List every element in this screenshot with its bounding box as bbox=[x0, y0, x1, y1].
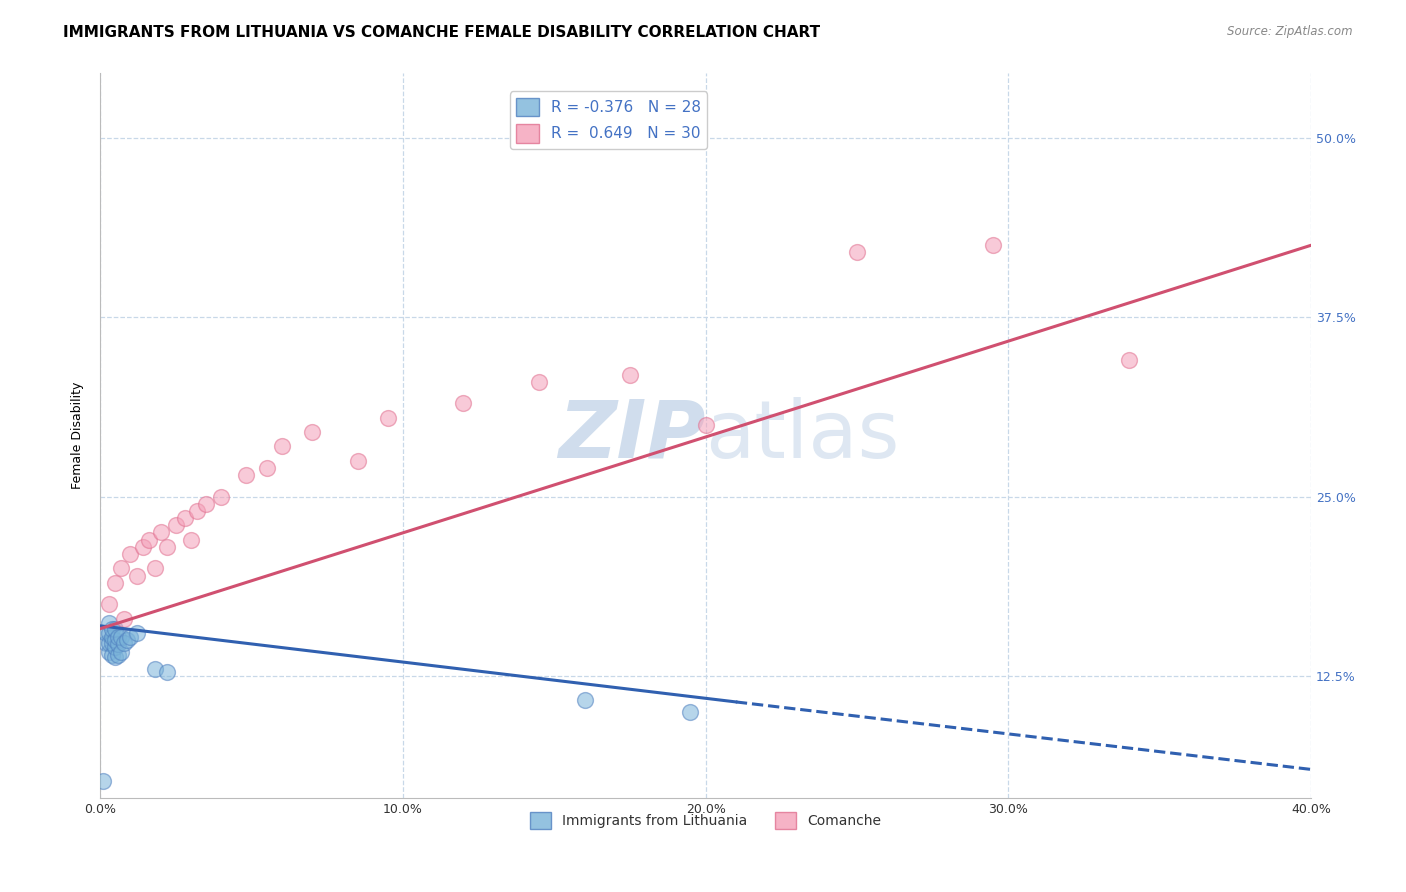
Point bbox=[149, 525, 172, 540]
Point bbox=[98, 636, 121, 650]
Point bbox=[679, 705, 702, 719]
Point bbox=[377, 410, 399, 425]
Point bbox=[107, 648, 129, 662]
Point bbox=[619, 368, 641, 382]
Point bbox=[104, 640, 127, 655]
Text: IMMIGRANTS FROM LITHUANIA VS COMANCHE FEMALE DISABILITY CORRELATION CHART: IMMIGRANTS FROM LITHUANIA VS COMANCHE FE… bbox=[63, 25, 820, 40]
Point bbox=[209, 490, 232, 504]
Point bbox=[112, 612, 135, 626]
Point bbox=[186, 504, 208, 518]
Point bbox=[695, 417, 717, 432]
Point bbox=[180, 533, 202, 547]
Point bbox=[120, 547, 142, 561]
Point bbox=[101, 636, 124, 650]
Text: atlas: atlas bbox=[706, 397, 900, 475]
Point bbox=[256, 461, 278, 475]
Point bbox=[104, 633, 127, 648]
Point bbox=[117, 633, 139, 648]
Point bbox=[110, 630, 132, 644]
Point bbox=[301, 425, 323, 439]
Point bbox=[101, 622, 124, 636]
Point bbox=[165, 518, 187, 533]
Point bbox=[156, 665, 179, 679]
Point bbox=[143, 561, 166, 575]
Point bbox=[527, 375, 550, 389]
Point bbox=[845, 245, 868, 260]
Point bbox=[125, 568, 148, 582]
Point bbox=[174, 511, 197, 525]
Legend: Immigrants from Lithuania, Comanche: Immigrants from Lithuania, Comanche bbox=[524, 806, 887, 835]
Point bbox=[120, 630, 142, 644]
Point bbox=[156, 540, 179, 554]
Point bbox=[112, 636, 135, 650]
Point bbox=[453, 396, 475, 410]
Point bbox=[96, 626, 118, 640]
Text: ZIP: ZIP bbox=[558, 397, 706, 475]
Text: Source: ZipAtlas.com: Source: ZipAtlas.com bbox=[1227, 25, 1353, 38]
Point bbox=[981, 238, 1004, 252]
Point bbox=[143, 662, 166, 676]
Point bbox=[346, 453, 368, 467]
Point bbox=[1118, 353, 1140, 368]
Point bbox=[270, 439, 292, 453]
Point bbox=[101, 630, 124, 644]
Point bbox=[110, 645, 132, 659]
Point bbox=[104, 650, 127, 665]
Point bbox=[98, 597, 121, 611]
Point bbox=[104, 622, 127, 636]
Point bbox=[107, 630, 129, 644]
Point bbox=[96, 636, 118, 650]
Point bbox=[98, 626, 121, 640]
Point bbox=[101, 648, 124, 662]
Point bbox=[98, 615, 121, 630]
Point bbox=[107, 638, 129, 652]
Point bbox=[98, 645, 121, 659]
Point bbox=[131, 540, 153, 554]
Point bbox=[91, 773, 114, 788]
Y-axis label: Female Disability: Female Disability bbox=[72, 382, 84, 489]
Point bbox=[125, 626, 148, 640]
Point bbox=[574, 693, 596, 707]
Point bbox=[110, 561, 132, 575]
Point bbox=[195, 497, 218, 511]
Point bbox=[104, 575, 127, 590]
Point bbox=[235, 468, 257, 483]
Point bbox=[138, 533, 160, 547]
